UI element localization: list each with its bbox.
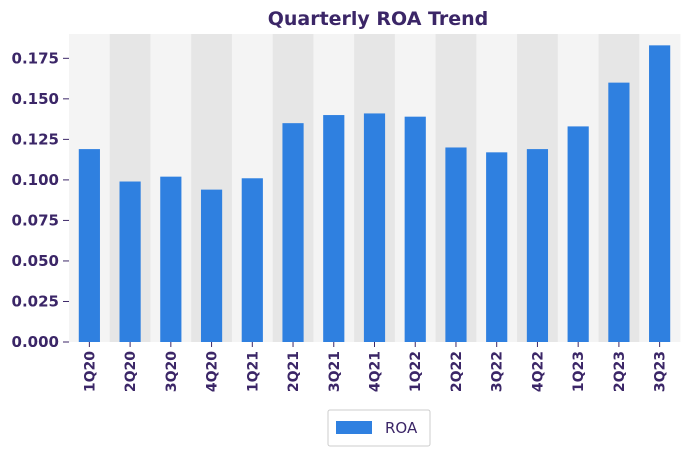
y-tick-label: 0.100 bbox=[12, 171, 59, 189]
x-axis: 1Q20 2Q20 3Q20 4Q20 1Q21 2Q21 3Q21 4Q21 1Q22 2Q22… bbox=[82, 342, 669, 392]
bar-1Q20 bbox=[78, 149, 100, 342]
bar-2Q20 bbox=[119, 181, 141, 342]
legend-label-roa: ROA bbox=[385, 419, 418, 437]
x-tick-label-2Q22: 2Q22 bbox=[449, 351, 465, 392]
x-tick-label-1Q23: 1Q23 bbox=[571, 351, 587, 392]
y-tick-label: 0.000 bbox=[12, 333, 59, 351]
bar-3Q21 bbox=[323, 115, 345, 342]
bar-1Q21 bbox=[241, 178, 263, 342]
bar-4Q20 bbox=[200, 189, 223, 342]
x-tick-label-4Q20: 4Q20 bbox=[205, 351, 221, 392]
bar-1Q23 bbox=[567, 126, 589, 343]
x-tick-label-3Q20: 3Q20 bbox=[164, 351, 180, 392]
x-tick-label-3Q23: 3Q23 bbox=[653, 351, 669, 392]
bar-2Q21 bbox=[282, 123, 304, 342]
y-tick-label: 0.175 bbox=[12, 49, 59, 67]
x-tick-label-1Q21: 1Q21 bbox=[245, 351, 261, 392]
chart-title: Quarterly ROA Trend bbox=[268, 8, 489, 30]
y-tick-label: 0.150 bbox=[12, 90, 59, 108]
bar-4Q21 bbox=[363, 113, 386, 342]
x-tick-label-4Q22: 4Q22 bbox=[530, 351, 546, 392]
x-tick-label-3Q22: 3Q22 bbox=[490, 351, 506, 392]
x-tick-label-4Q21: 4Q21 bbox=[368, 351, 384, 392]
bar-series bbox=[78, 45, 671, 343]
x-tick-label-1Q22: 1Q22 bbox=[408, 351, 424, 392]
bar-3Q23 bbox=[649, 45, 671, 342]
x-tick-label-3Q21: 3Q21 bbox=[327, 351, 343, 392]
x-tick-label-2Q21: 2Q21 bbox=[286, 351, 302, 392]
bar-1Q22 bbox=[404, 116, 426, 343]
x-tick-label-1Q20: 1Q20 bbox=[82, 351, 98, 392]
bar-2Q23 bbox=[608, 82, 630, 342]
y-tick-label: 0.075 bbox=[12, 211, 59, 229]
y-tick-label: 0.050 bbox=[12, 252, 59, 270]
bar-4Q22 bbox=[526, 149, 549, 342]
bar-3Q20 bbox=[160, 176, 182, 342]
legend: ROA bbox=[327, 409, 431, 447]
y-tick-label: 0.125 bbox=[12, 130, 59, 148]
y-tick-label: 0.025 bbox=[12, 292, 59, 310]
y-axis: 0.000 0.025 0.050 0.075 0.100 0.125 0.150 0.175 bbox=[12, 49, 69, 351]
legend-box bbox=[327, 409, 431, 447]
x-tick-label-2Q23: 2Q23 bbox=[612, 351, 628, 392]
legend-swatch-roa bbox=[336, 421, 372, 434]
bar-2Q22 bbox=[445, 147, 467, 342]
x-tick-label-2Q20: 2Q20 bbox=[123, 351, 139, 392]
bar-3Q22 bbox=[486, 152, 508, 342]
